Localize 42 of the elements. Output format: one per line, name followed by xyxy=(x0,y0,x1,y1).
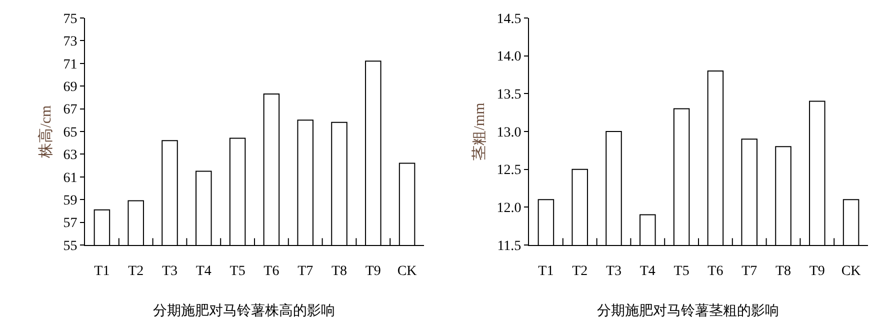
x-tick-label: T7 xyxy=(742,264,758,279)
y-tick-label: 69 xyxy=(63,80,78,95)
y-tick-label: 75 xyxy=(63,12,78,27)
x-tick-label: T3 xyxy=(162,264,178,279)
y-tick-label: 55 xyxy=(63,238,78,254)
y-tick-label: 59 xyxy=(63,194,78,208)
y-tick-label: 12.5 xyxy=(496,163,522,178)
y-tick-label: 57 xyxy=(63,216,78,232)
x-tick-label: T6 xyxy=(264,264,280,279)
y-tick-label: 12.0 xyxy=(496,201,522,216)
y-tick-label: 71 xyxy=(63,57,78,72)
x-tick-label: T7 xyxy=(298,264,314,279)
y-axis-title: 茎粗/mm xyxy=(470,102,488,160)
x-tick-label: T9 xyxy=(365,264,381,279)
x-tick-label: T6 xyxy=(708,264,724,279)
x-tick-label: T9 xyxy=(809,264,825,279)
y-tick-label: 63 xyxy=(63,148,78,164)
x-tick-label: T5 xyxy=(674,264,690,279)
y-tick-label: 14.5 xyxy=(496,12,522,27)
x-tick-label: T2 xyxy=(572,264,588,279)
x-tick-label: T1 xyxy=(94,264,110,279)
x-tick-label: T8 xyxy=(775,264,792,279)
y-tick-label: 11.5 xyxy=(497,238,522,254)
x-tick-label: CK xyxy=(841,264,861,279)
y-tick-label: 13.0 xyxy=(496,125,522,140)
y-tick-label: 65 xyxy=(63,125,78,140)
y-tick-label: 14.0 xyxy=(496,50,522,65)
text: 分期施肥对马铃薯茎粗的影响 xyxy=(597,302,780,319)
y-tick-label: 67 xyxy=(63,102,78,118)
y-axis-title: 株高/cm xyxy=(37,104,54,159)
x-tick-label: T5 xyxy=(230,264,246,279)
x-tick-label: T1 xyxy=(538,264,554,279)
x-tick-label: CK xyxy=(397,264,417,279)
x-tick-label: T4 xyxy=(196,264,212,279)
x-tick-label: T3 xyxy=(606,264,622,279)
x-tick-label: T8 xyxy=(331,264,348,279)
y-tick-label: 73 xyxy=(63,34,78,50)
y-tick-label: 61 xyxy=(63,170,78,186)
x-tick-label: T4 xyxy=(640,264,656,279)
x-tick-label: T2 xyxy=(128,264,144,279)
text: 分期施肥对马铃薯株高的影响 xyxy=(153,302,336,319)
y-tick-label: 13.5 xyxy=(496,88,522,103)
